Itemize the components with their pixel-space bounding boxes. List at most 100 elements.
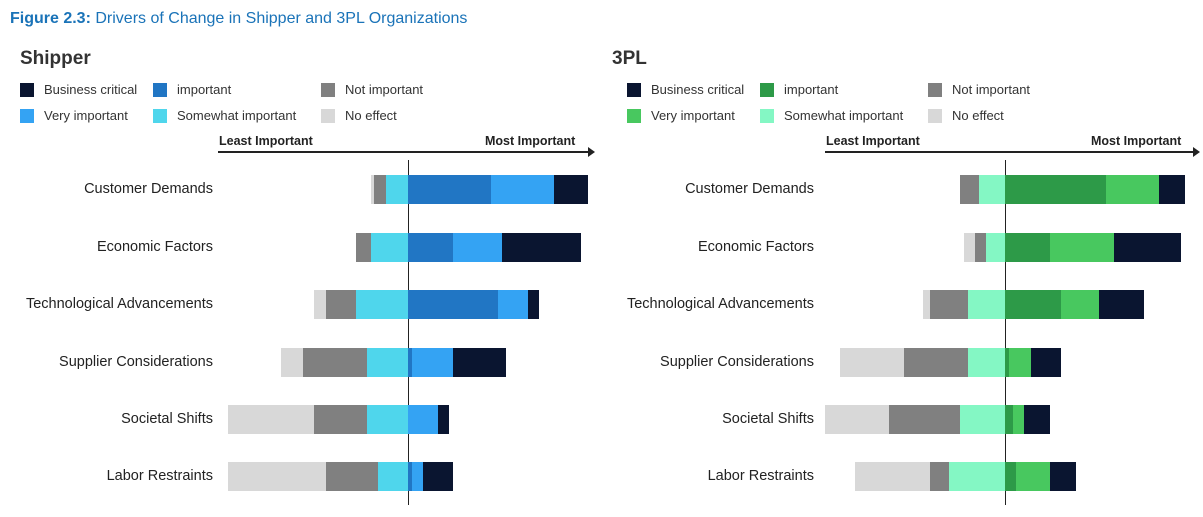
bar-segment-business-critical: [528, 290, 540, 319]
bar-segment-no-effect: [963, 233, 975, 262]
bar-segment-no-effect: [922, 290, 930, 319]
legend-item-somewhat-important: Somewhat important: [760, 108, 903, 123]
bar-segment-business-critical: [1031, 348, 1062, 377]
bar-segment-somewhat-important: [960, 405, 1005, 434]
bar-segment-somewhat-important: [948, 462, 1005, 491]
figure-title-text: Drivers of Change in Shipper and 3PL Org…: [95, 10, 468, 27]
bar-segment-no-effect: [840, 348, 904, 377]
legend-item-important: important: [153, 82, 231, 97]
bar-segment-very-important: [411, 348, 453, 377]
bar-segment-very-important: [498, 290, 528, 319]
legend-label: No effect: [345, 108, 397, 123]
category-label: Labor Restraints: [106, 468, 213, 484]
bar-segment-not-important: [975, 233, 987, 262]
legend-swatch-icon: [321, 82, 335, 97]
legend-item-not-important: Not important: [321, 82, 423, 97]
axis-arrow-icon: [588, 147, 595, 157]
bar-segment-very-important: [1050, 233, 1114, 262]
bar-segment-business-critical: [1158, 175, 1185, 204]
bar-segment-not-important: [374, 175, 386, 204]
category-label: Technological Advancements: [25, 296, 213, 312]
bar-segment-business-critical: [1050, 462, 1077, 491]
category-label: Economic Factors: [96, 239, 213, 255]
bar-segment-no-effect: [370, 175, 375, 204]
bar-segment-very-important: [1106, 175, 1159, 204]
legend-swatch-icon: [760, 82, 774, 97]
bar-segment-no-effect: [228, 462, 326, 491]
category-label: Supplier Considerations: [59, 354, 213, 370]
legend-swatch-icon: [153, 108, 167, 123]
bar-segment-no-effect: [228, 405, 315, 434]
bar-segment-important: [408, 175, 491, 204]
bar-segment-not-important: [903, 348, 968, 377]
bar-segment-business-critical: [1113, 233, 1182, 262]
axis-label-least-important: Least Important: [826, 134, 920, 148]
bar-segment-business-critical: [554, 175, 588, 204]
bar-segment-very-important: [1008, 348, 1032, 377]
legend-swatch-icon: [928, 82, 942, 97]
bar-segment-no-effect: [280, 348, 303, 377]
category-label: Economic Factors: [697, 239, 814, 255]
bar-segment-very-important: [1061, 290, 1099, 319]
bar-segment-not-important: [325, 290, 356, 319]
shipper-panel: Shipper Business critical important Not …: [0, 0, 600, 517]
bar-segment-business-critical: [1098, 290, 1144, 319]
legend-swatch-icon: [760, 108, 774, 123]
bar-segment-important: [1005, 175, 1107, 204]
legend-swatch-icon: [20, 82, 34, 97]
legend-item-business-critical: Business critical: [627, 82, 744, 97]
bar-segment-somewhat-important: [385, 175, 408, 204]
bar-segment-no-effect: [314, 290, 326, 319]
bar-segment-important: [1005, 462, 1017, 491]
legend-item-no-effect: No effect: [321, 108, 397, 123]
legend-item-somewhat-important: Somewhat important: [153, 108, 296, 123]
bar-segment-somewhat-important: [370, 233, 408, 262]
panel-title: 3PL: [612, 48, 647, 69]
bar-segment-important: [408, 233, 453, 262]
category-label: Customer Demands: [84, 181, 213, 197]
bar-segment-not-important: [888, 405, 960, 434]
bar-segment-somewhat-important: [967, 348, 1005, 377]
bar-segment-not-important: [930, 290, 968, 319]
bar-segment-somewhat-important: [355, 290, 408, 319]
legend-swatch-icon: [627, 82, 641, 97]
legend-swatch-icon: [627, 108, 641, 123]
bar-segment-important: [1005, 348, 1009, 377]
zero-line: [1005, 160, 1006, 505]
legend-label: important: [177, 82, 232, 97]
bar-segment-not-important: [930, 462, 949, 491]
legend-label: No effect: [952, 108, 1004, 123]
legend-item-important: important: [760, 82, 838, 97]
axis-label-most-important: Most Important: [485, 134, 576, 148]
bar-segment-no-effect: [855, 462, 930, 491]
axis-arrow-icon: [1193, 147, 1200, 157]
bar-segment-not-important: [325, 462, 378, 491]
legend-label: important: [784, 82, 839, 97]
legend-label: Very important: [651, 108, 735, 123]
legend-label: Not important: [345, 82, 424, 97]
bar-segment-somewhat-important: [378, 462, 408, 491]
bar-segment-no-effect: [825, 405, 889, 434]
bar-segment-not-important: [314, 405, 367, 434]
bar-segment-business-critical: [423, 462, 453, 491]
bar-segment-important: [408, 348, 412, 377]
legend-item-no-effect: No effect: [928, 108, 1004, 123]
figure-title: Figure 2.3: Drivers of Change in Shipper…: [10, 10, 467, 28]
legend-item-very-important: Very important: [20, 108, 128, 123]
bar-segment-important: [1005, 405, 1013, 434]
legend-label: Somewhat important: [177, 108, 297, 123]
category-label: Labor Restraints: [707, 468, 814, 484]
bar-segment-very-important: [408, 405, 438, 434]
importance-axis-line: [218, 151, 588, 153]
category-label: Societal Shifts: [121, 411, 213, 427]
bar-segment-important: [1005, 290, 1062, 319]
bar-segment-not-important: [960, 175, 979, 204]
legend-label: Not important: [952, 82, 1031, 97]
bar-segment-business-critical: [501, 233, 581, 262]
bar-segment-business-critical: [1023, 405, 1050, 434]
bar-segment-very-important: [453, 233, 502, 262]
bar-segment-important: [408, 462, 412, 491]
legend-swatch-icon: [928, 108, 942, 123]
zero-line: [408, 160, 409, 505]
bar-segment-somewhat-important: [366, 405, 408, 434]
